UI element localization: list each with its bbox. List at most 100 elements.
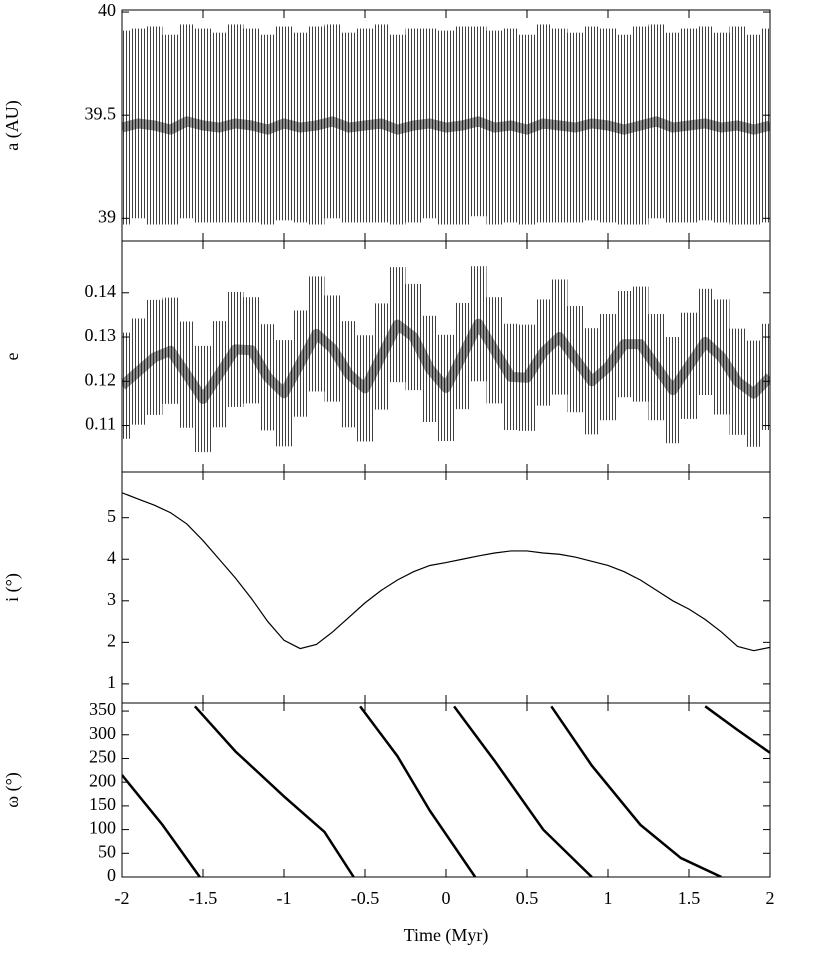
scatter-range	[697, 288, 714, 395]
x-tick-label: 1	[604, 888, 613, 908]
scatter-range	[162, 34, 179, 225]
x-tick-label: -1.5	[189, 888, 218, 908]
scatter-range	[437, 30, 455, 225]
scatter-range	[405, 283, 422, 391]
scatter-range	[502, 323, 519, 430]
y-tick-label: 0	[107, 865, 116, 885]
scatter-range	[583, 328, 600, 435]
scatter-range	[292, 310, 309, 417]
y-tick-label: 5	[107, 506, 116, 526]
y-tick-label: 0.11	[85, 414, 116, 434]
scatter-range	[664, 337, 681, 444]
scatter-range	[745, 34, 762, 225]
x-tick-label: 1.5	[678, 888, 701, 908]
scatter-range	[454, 26, 471, 225]
y-tick-label: 4	[107, 547, 116, 567]
y-axis-label: a (AU)	[2, 100, 23, 150]
scatter-range	[373, 24, 390, 223]
scatter-range	[551, 28, 568, 223]
scatter-range	[713, 32, 730, 223]
x-axis-label: Time (Myr)	[404, 925, 489, 946]
scatter-range	[146, 299, 163, 415]
scatter-range	[308, 276, 325, 392]
plot-area	[122, 24, 770, 225]
data-line	[359, 705, 477, 877]
scatter-range	[616, 291, 633, 398]
scatter-range	[324, 24, 341, 219]
scatter-range	[340, 321, 357, 428]
plot-area	[122, 492, 770, 652]
y-tick-label: 50	[98, 841, 116, 861]
scatter-range	[729, 328, 746, 435]
scatter-range	[729, 26, 746, 225]
scatter-range	[162, 297, 179, 404]
scatter-range	[275, 26, 293, 221]
y-tick-label: 150	[89, 794, 116, 814]
scatter-range	[616, 34, 633, 225]
scatter-range	[421, 28, 438, 219]
scatter-range	[486, 297, 503, 404]
scatter-range	[389, 34, 406, 225]
y-tick-label: 0.13	[85, 325, 117, 345]
scatter-range	[535, 24, 552, 223]
scatter-range	[502, 28, 519, 223]
scatter-range	[243, 28, 260, 223]
scatter-range	[632, 286, 649, 402]
y-tick-label: 1	[107, 672, 116, 692]
scatter-range	[486, 30, 503, 225]
scatter-range	[194, 345, 212, 453]
y-tick-label: 40	[98, 0, 116, 20]
scatter-range	[340, 32, 357, 223]
scatter-range	[567, 306, 584, 413]
scatter-range	[567, 32, 584, 223]
scatter-range	[243, 297, 260, 404]
scatter-range	[437, 334, 455, 442]
scatter-range	[324, 295, 341, 402]
scatter-range	[259, 34, 276, 225]
scatter-range	[178, 321, 195, 428]
y-tick-label: 2	[107, 630, 116, 650]
y-axis-label: e	[2, 353, 22, 361]
scatter-range	[275, 340, 293, 447]
scatter-range	[680, 312, 698, 419]
scatter-range	[599, 314, 617, 421]
scatter-range	[421, 315, 438, 422]
scatter-range	[308, 26, 325, 225]
scatter-range	[551, 279, 568, 395]
scatter-range	[518, 34, 536, 225]
data-line	[122, 774, 201, 877]
data-line	[193, 705, 355, 877]
scatter-range	[648, 24, 665, 219]
x-tick-label: 0	[442, 888, 451, 908]
scatter-range	[680, 28, 698, 223]
plot-area	[122, 705, 770, 877]
data-line	[122, 492, 770, 652]
y-tick-label: 300	[89, 723, 116, 743]
scatter-range	[227, 24, 244, 223]
scatter-range	[122, 30, 131, 225]
scatter-range	[761, 28, 770, 223]
plot-frame	[121, 471, 771, 704]
scatter-range	[697, 26, 714, 221]
scatter-range	[713, 299, 730, 415]
scatter-range	[745, 340, 762, 447]
scatter-range	[583, 26, 600, 221]
scatter-range	[389, 267, 406, 383]
scatter-range	[454, 302, 471, 410]
x-tick-label: -1	[277, 888, 292, 908]
x-tick-label: 2	[766, 888, 775, 908]
y-tick-label: 3	[107, 589, 116, 609]
scatter-range	[122, 332, 131, 439]
y-tick-label: 350	[89, 699, 116, 719]
scatter-range	[194, 28, 212, 223]
scatter-range	[470, 266, 487, 382]
data-line	[453, 705, 593, 877]
x-tick-label: -0.5	[351, 888, 380, 908]
scatter-range	[470, 26, 487, 217]
data-line	[550, 705, 722, 877]
scatter-range	[227, 291, 244, 407]
scatter-range	[535, 299, 552, 406]
y-axis-label: i (°)	[2, 573, 23, 602]
